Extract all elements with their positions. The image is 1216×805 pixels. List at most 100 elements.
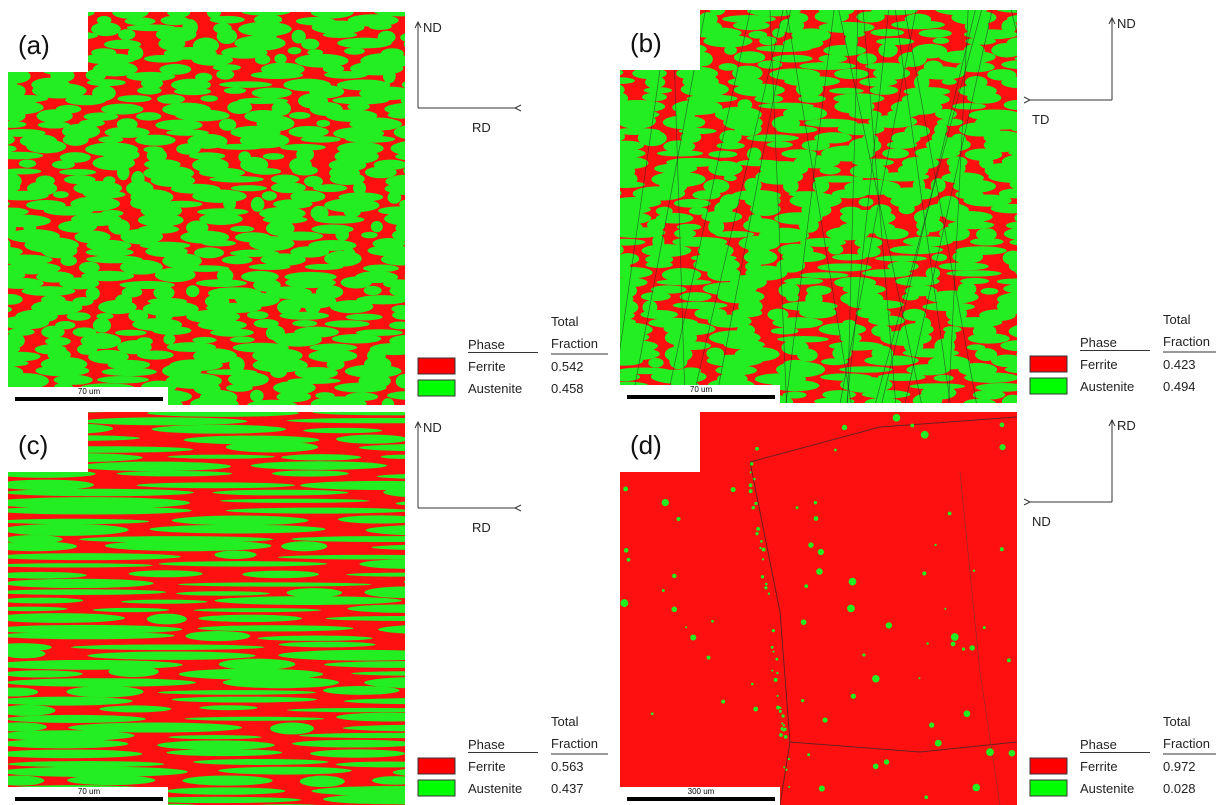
grain <box>772 55 813 63</box>
grain <box>303 428 382 433</box>
scale-bar <box>15 797 163 801</box>
grain <box>247 311 268 319</box>
legend-fraction: 0.542 <box>551 359 584 374</box>
grain <box>5 678 196 687</box>
grain <box>200 95 218 102</box>
grain <box>1001 60 1046 69</box>
grain <box>99 705 171 712</box>
grain <box>715 231 755 238</box>
grain <box>796 506 799 509</box>
grain <box>1009 259 1039 273</box>
grain <box>115 330 147 336</box>
grain <box>703 35 752 48</box>
grain <box>801 699 804 702</box>
grain <box>53 191 69 198</box>
grain <box>779 733 783 737</box>
legend-header: Total Fraction <box>551 311 613 355</box>
grain <box>313 184 347 192</box>
grain <box>402 78 453 92</box>
grain <box>983 626 986 629</box>
grain <box>1009 323 1054 339</box>
grain <box>1004 100 1037 110</box>
grain <box>0 750 142 759</box>
grain <box>378 624 531 635</box>
grain <box>754 95 783 103</box>
grain <box>347 103 369 111</box>
grain <box>1016 267 1050 278</box>
grain <box>776 126 817 133</box>
grain <box>324 71 367 79</box>
grain <box>0 311 4 319</box>
grain <box>192 189 247 202</box>
grain <box>731 487 736 492</box>
grain <box>603 181 645 188</box>
grain <box>347 604 465 612</box>
grain <box>973 570 975 572</box>
grain <box>651 712 654 715</box>
grain <box>251 168 282 175</box>
grain <box>338 515 422 523</box>
grain <box>772 651 774 653</box>
grain <box>856 11 884 22</box>
grain <box>359 444 523 452</box>
grain <box>155 268 196 282</box>
grain <box>890 245 943 254</box>
grain <box>92 156 135 171</box>
grain <box>346 314 383 321</box>
grain <box>301 136 341 143</box>
grain <box>645 76 665 88</box>
grain <box>381 455 423 459</box>
grain <box>783 179 799 193</box>
grain <box>600 132 625 142</box>
scale-bar-label: 300 um <box>627 787 775 796</box>
grain <box>226 508 411 514</box>
grain <box>707 656 711 660</box>
grain <box>4 110 25 122</box>
grain <box>868 315 905 325</box>
grain <box>753 707 758 712</box>
grain <box>384 212 428 225</box>
grain <box>26 140 66 154</box>
grain <box>281 454 361 460</box>
grain <box>175 110 229 122</box>
grain <box>733 21 770 30</box>
grain <box>324 661 478 668</box>
grain <box>335 228 349 241</box>
grain <box>952 103 986 110</box>
grain <box>377 473 536 479</box>
grain <box>918 677 920 679</box>
grain <box>644 87 672 93</box>
grain <box>972 784 980 792</box>
grain <box>314 216 364 224</box>
grain <box>149 525 325 534</box>
grain <box>662 499 669 506</box>
grain <box>747 148 761 162</box>
legend-swatch <box>418 780 455 796</box>
grain <box>219 81 272 88</box>
grain <box>388 111 418 118</box>
grain <box>263 153 285 160</box>
grain <box>1017 10 1049 403</box>
grain <box>299 733 491 738</box>
grain <box>952 250 983 263</box>
grain <box>1007 658 1011 662</box>
grain <box>942 79 957 85</box>
grain <box>774 678 778 682</box>
grain <box>646 261 673 268</box>
grain <box>105 540 272 551</box>
grain <box>405 269 439 284</box>
grain <box>8 761 164 767</box>
grain <box>184 717 324 721</box>
grain <box>310 749 405 757</box>
grain <box>690 634 696 640</box>
grain <box>752 506 755 509</box>
grain <box>669 353 687 369</box>
grain <box>158 561 327 566</box>
grain <box>887 141 917 149</box>
grain <box>0 739 128 748</box>
grain <box>288 126 328 138</box>
grain <box>371 544 520 550</box>
grain <box>108 666 158 677</box>
grain <box>910 424 914 428</box>
grain <box>194 247 224 258</box>
